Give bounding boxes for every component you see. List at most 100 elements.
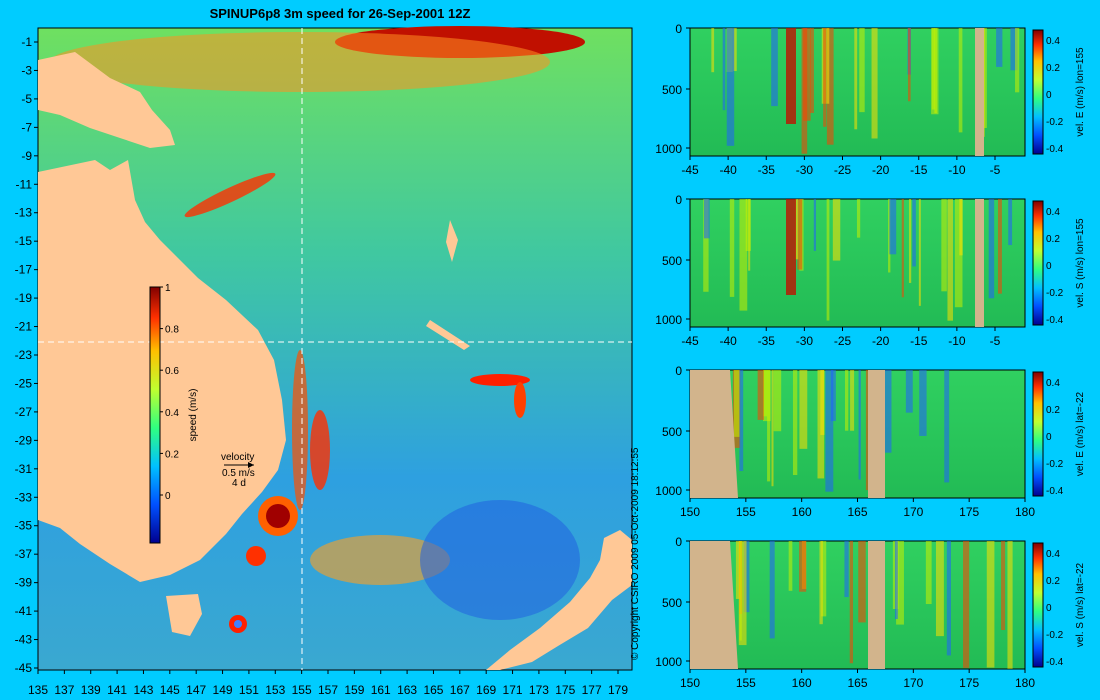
map-y-tick-label: -31 bbox=[15, 462, 33, 476]
section-x-tick-label: -45 bbox=[681, 334, 699, 348]
map-x-tick-label: 149 bbox=[213, 683, 233, 697]
section-velocity-band bbox=[711, 28, 715, 73]
section-colorbar-tick-label: -0.4 bbox=[1046, 486, 1064, 497]
section-velocity-band bbox=[771, 370, 774, 487]
map-y-tick-label: -9 bbox=[21, 149, 32, 163]
map-x-tick-label: 163 bbox=[397, 683, 417, 697]
section-x-tick-label: -35 bbox=[758, 334, 776, 348]
section-velocity-band bbox=[871, 28, 878, 139]
section-velocity-band bbox=[1015, 28, 1020, 93]
section-panel: 0 500 1000 -45 -40 -35 -30 -25 -20 -15 -10 -5 0.4 0.2… bbox=[655, 193, 1086, 348]
section-y-tick-label: 500 bbox=[662, 254, 682, 268]
copyright-notice: © Copyright CSIRO 2009 05-Oct-2009 18:12… bbox=[630, 447, 641, 661]
section-x-tick-label: -40 bbox=[719, 163, 737, 177]
section-x-tick-label: 155 bbox=[736, 505, 756, 519]
section-colorbar-bar bbox=[1032, 542, 1044, 668]
section-colorbar-label: vel. S (m/s) lat=-22 bbox=[1075, 562, 1086, 647]
section-x-tick-label: -15 bbox=[910, 163, 928, 177]
section-colorbar-tick-label: -0.2 bbox=[1046, 288, 1064, 299]
section-land bbox=[868, 370, 885, 498]
section-velocity-band bbox=[905, 370, 913, 413]
section-velocity-core bbox=[786, 28, 796, 124]
section-velocity-band bbox=[986, 541, 995, 668]
section-velocity-band bbox=[826, 28, 834, 145]
section-y-tick-label: 0 bbox=[675, 193, 682, 207]
section-colorbar-tick-label: -0.2 bbox=[1046, 459, 1064, 470]
section-velocity-band bbox=[823, 28, 827, 127]
section-velocity-band bbox=[799, 370, 808, 449]
section-x-tick-label: 150 bbox=[680, 676, 700, 690]
map-y-tick-label: -15 bbox=[15, 234, 33, 248]
section-velocity-band bbox=[919, 370, 927, 436]
map-x-tick-label: 137 bbox=[54, 683, 74, 697]
section-velocity-band bbox=[849, 541, 854, 664]
section-x-tick-label: 175 bbox=[959, 676, 979, 690]
section-x-tick-label: 165 bbox=[847, 505, 867, 519]
section-velocity-band bbox=[795, 199, 799, 260]
section-velocity-band bbox=[894, 541, 898, 620]
section-velocity-band bbox=[958, 28, 963, 133]
map-x-tick-label: 141 bbox=[107, 683, 127, 697]
section-x-tick-label: -5 bbox=[990, 334, 1001, 348]
section-x-tick-label: 160 bbox=[792, 505, 812, 519]
section-velocity-band bbox=[954, 199, 963, 308]
section-y-tick-label: 1000 bbox=[655, 655, 682, 669]
section-velocity-band bbox=[963, 541, 970, 668]
section-land bbox=[975, 28, 984, 156]
section-colorbar-label: vel. E (m/s) lon=155 bbox=[1075, 47, 1086, 137]
section-velocity-band bbox=[739, 541, 742, 641]
section-velocity-band bbox=[773, 370, 782, 432]
map-x-tick-label: 161 bbox=[371, 683, 391, 697]
section-velocity-band bbox=[703, 199, 710, 239]
section-x-tick-label: -20 bbox=[872, 163, 890, 177]
section-velocity-core bbox=[786, 199, 796, 295]
map-y-tick-label: -33 bbox=[15, 490, 33, 504]
map-x-tick-label: 165 bbox=[423, 683, 443, 697]
section-colorbar-tick-label: 0.2 bbox=[1046, 63, 1060, 74]
section-colorbar-tick-label: -0.4 bbox=[1046, 315, 1064, 326]
section-x-tick-label: 150 bbox=[680, 505, 700, 519]
section-colorbar-tick-label: -0.2 bbox=[1046, 117, 1064, 128]
section-velocity-band bbox=[865, 370, 870, 491]
section-x-tick-label: -35 bbox=[758, 163, 776, 177]
section-land bbox=[868, 541, 885, 669]
map-x-tick-label: 157 bbox=[318, 683, 338, 697]
map-y-tick-label: -37 bbox=[15, 547, 33, 561]
section-velocity-band bbox=[813, 199, 817, 251]
section-x-tick-label: 180 bbox=[1015, 505, 1035, 519]
section-y-tick-label: 500 bbox=[662, 425, 682, 439]
section-colorbar-tick-label: 0.2 bbox=[1046, 576, 1060, 587]
map-x-tick-label: 159 bbox=[344, 683, 364, 697]
section-y-tick-label: 0 bbox=[675, 535, 682, 549]
section-x-tick-label: 180 bbox=[1015, 676, 1035, 690]
section-velocity-band bbox=[856, 199, 861, 238]
new-guinea bbox=[38, 52, 175, 148]
map-colorbar-tick-label: 0.4 bbox=[165, 408, 179, 419]
eddy bbox=[246, 546, 266, 566]
section-velocity-band bbox=[859, 28, 865, 113]
section-velocity-band bbox=[820, 370, 825, 435]
section-velocity-band bbox=[1008, 199, 1013, 246]
section-colorbar-tick-label: 0.4 bbox=[1046, 36, 1060, 47]
section-x-tick-label: -20 bbox=[872, 334, 890, 348]
section-colorbar-bar bbox=[1032, 371, 1044, 497]
map-x-tick-label: 153 bbox=[265, 683, 285, 697]
eddy-core bbox=[234, 620, 242, 628]
section-velocity-band bbox=[883, 370, 892, 453]
velocity-key-speed: 0.5 m/s bbox=[222, 468, 255, 479]
map-y-tick-label: -45 bbox=[15, 661, 33, 675]
section-velocity-band bbox=[767, 370, 771, 482]
section-plot-area bbox=[689, 369, 1026, 499]
australia bbox=[38, 160, 286, 582]
map-x-tick-label: 155 bbox=[292, 683, 312, 697]
velocity-key-duration: 4 d bbox=[232, 478, 246, 489]
map-colorbar-tick-label: 0.6 bbox=[165, 366, 179, 377]
map-y-tick-label: -13 bbox=[15, 206, 33, 220]
section-colorbar-tick-label: -0.4 bbox=[1046, 657, 1064, 668]
map-colorbar-tick-label: 0.8 bbox=[165, 325, 179, 336]
section-velocity-band bbox=[959, 199, 963, 256]
section-velocity-band bbox=[858, 541, 866, 623]
section-velocity-band bbox=[743, 541, 750, 613]
map-x-axis: 135 137 139 141 143 145 147 149 151 153 155 157 159 1… bbox=[28, 670, 628, 697]
